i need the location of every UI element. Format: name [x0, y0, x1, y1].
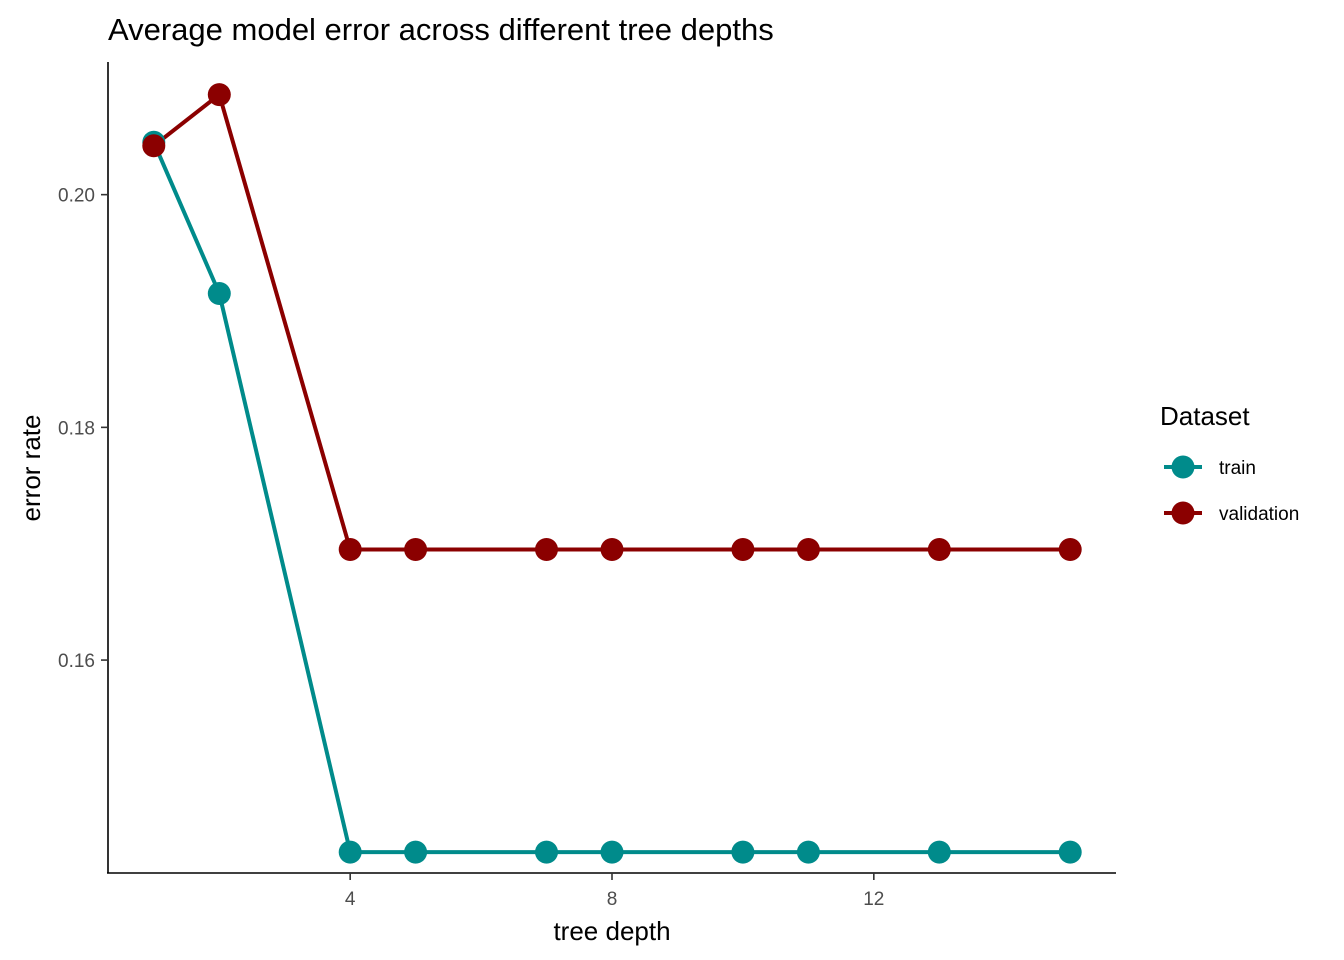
- data-point-train-1: [207, 282, 231, 305]
- legend-key-point-validation: [1171, 501, 1195, 525]
- data-point-train-6: [731, 840, 755, 864]
- y-tick-label: 0.20: [58, 186, 95, 207]
- series-line-validation: [152, 92, 1071, 552]
- x-axis-title: tree depth: [553, 916, 670, 946]
- legend-keys: train validation: [1164, 455, 1299, 525]
- data-point-train-4: [535, 840, 558, 864]
- data-point-validation-4: [535, 538, 558, 561]
- legend-title: Dataset: [1160, 401, 1250, 431]
- data-point-validation-0: [142, 134, 166, 158]
- y-axis-title: error rate: [16, 415, 46, 522]
- x-tick-label: 12: [863, 889, 884, 910]
- y-tick-label: 0.16: [58, 651, 95, 672]
- legend-key-point-train: [1171, 455, 1195, 479]
- data-point-validation-3: [404, 538, 428, 561]
- data-point-train-2: [338, 840, 362, 864]
- legend-label-validation: validation: [1219, 504, 1299, 525]
- x-tick-label: 8: [607, 889, 618, 910]
- data-point-validation-1: [207, 83, 231, 107]
- x-tick-label: 4: [345, 889, 356, 910]
- data-point-train-9: [1058, 840, 1082, 864]
- data-point-train-8: [927, 840, 951, 864]
- data-point-validation-2: [338, 538, 362, 561]
- x-ticks: 4 8 12: [345, 873, 884, 910]
- data-point-validation-5: [600, 538, 624, 561]
- data-point-validation-7: [796, 538, 820, 561]
- plot-area: [142, 83, 1082, 864]
- data-point-validation-6: [731, 538, 755, 561]
- legend: Dataset train validation: [1160, 401, 1299, 525]
- chart-title: Average model error across different tre…: [108, 12, 774, 47]
- y-tick-label: 0.18: [58, 418, 95, 439]
- data-point-train-5: [600, 840, 624, 864]
- legend-label-train: train: [1219, 458, 1256, 479]
- data-point-train-7: [796, 840, 820, 864]
- data-point-validation-9: [1058, 538, 1082, 561]
- series-line-train: [151, 141, 1071, 855]
- y-ticks: 0.16 0.18 0.20: [58, 186, 108, 672]
- data-point-train-3: [404, 840, 428, 864]
- data-point-validation-8: [927, 538, 951, 561]
